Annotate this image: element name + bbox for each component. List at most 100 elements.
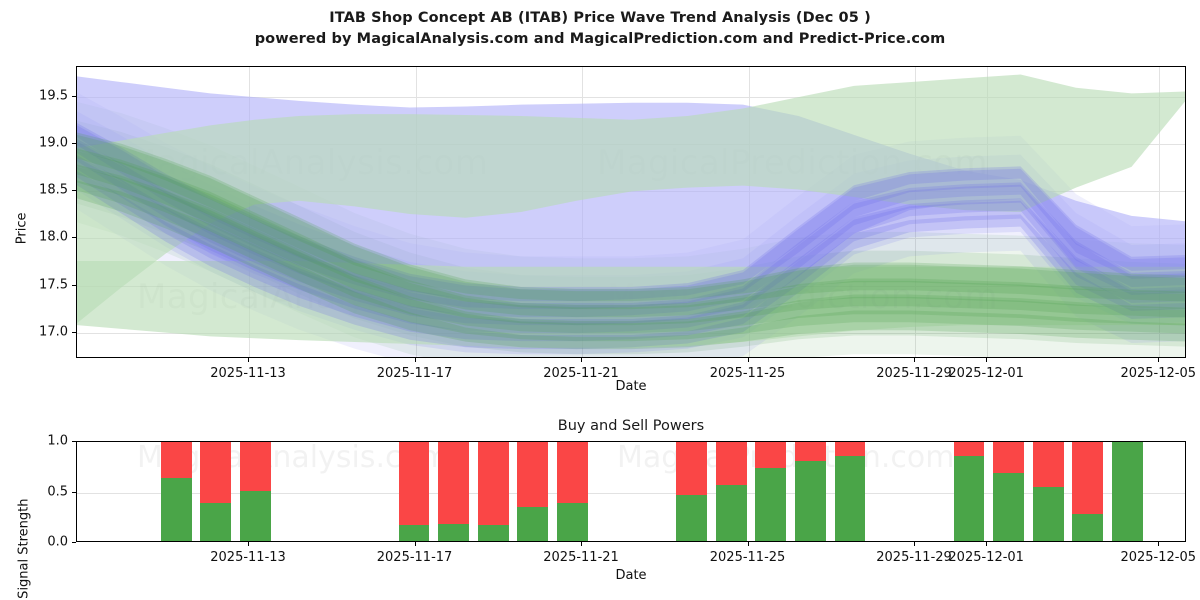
sell-power-segment — [517, 442, 549, 507]
buy-power-segment — [1072, 513, 1104, 541]
buy-power-segment — [834, 456, 866, 541]
price-ytick-label: 18.5 — [39, 182, 68, 198]
buy-sell-xtick-label: 2025-11-17 — [376, 550, 453, 565]
buy-power-segment — [1032, 487, 1064, 541]
price-xtick-label: 2025-11-21 — [543, 366, 619, 381]
signal-bar — [160, 442, 192, 541]
signal-bar — [557, 442, 588, 541]
price-ytick-label: 17.0 — [39, 324, 68, 340]
signal-bar — [1112, 442, 1143, 541]
sell-power-segment — [1032, 442, 1064, 488]
buy-sell-ytick-label: 0.0 — [47, 534, 68, 550]
sell-power-segment — [794, 442, 826, 462]
sell-power-segment — [200, 442, 232, 503]
buy-sell-xtick-mark — [1158, 542, 1160, 546]
buy-sell-axis-label-y: Signal Strength — [16, 498, 32, 599]
buy-sell-xtick-label: 2025-11-25 — [709, 550, 786, 565]
signal-bar — [1072, 442, 1104, 541]
price-xtick-mark — [1158, 358, 1160, 362]
price-ytick-mark — [72, 96, 76, 98]
buy-sell-ytick-label: 0.5 — [47, 484, 68, 499]
signal-bar — [398, 442, 430, 541]
sell-power-segment — [160, 442, 192, 479]
signal-bar — [794, 442, 826, 541]
price-xtick-label: 2025-11-25 — [709, 366, 786, 381]
price-ytick-mark — [72, 143, 76, 145]
price-xtick-label: 2025-11-13 — [210, 366, 286, 381]
sell-power-segment — [715, 442, 747, 486]
sell-power-segment — [993, 442, 1025, 474]
buy-sell-xtick-mark — [414, 542, 416, 546]
buy-sell-ytick-mark — [72, 441, 76, 442]
price-ytick-mark — [72, 190, 76, 192]
chart-title-block: ITAB Shop Concept AB (ITAB) Price Wave T… — [0, 8, 1200, 50]
price-ytick-label: 17.5 — [39, 277, 68, 293]
buy-sell-ytick-mark — [72, 491, 76, 493]
signal-bar — [834, 442, 866, 541]
buy-sell-ytick-mark — [72, 542, 76, 543]
buy-sell-xtick-label: 2025-11-13 — [210, 550, 286, 565]
buy-sell-xtick-mark — [581, 542, 583, 546]
signal-bar — [953, 442, 985, 541]
buy-power-segment — [1112, 442, 1143, 541]
buy-power-segment — [160, 478, 192, 541]
sell-power-segment — [239, 442, 271, 491]
buy-sell-xtick-label: 2025-11-29 — [876, 550, 952, 565]
price-xtick-mark — [914, 358, 916, 362]
signal-bar — [993, 442, 1025, 541]
signal-bar — [200, 442, 232, 541]
wave-band-green-wave-core — [77, 148, 1185, 318]
buy-sell-gridline-h — [77, 492, 1185, 494]
price-wave-panel: MagicalAnalysis.comMagicalPrediction.com… — [14, 66, 1197, 394]
wave-band-blue-wave-core — [77, 141, 1185, 326]
wave-band-green-wave-core — [77, 164, 1185, 334]
signal-bar — [239, 442, 271, 541]
buy-sell-xtick-mark — [747, 542, 749, 546]
buy-power-segment — [517, 506, 549, 541]
price-ytick-mark — [72, 331, 76, 333]
signal-bar — [715, 442, 747, 541]
price-xtick-mark — [248, 358, 250, 362]
price-xtick-mark — [581, 358, 583, 362]
buy-sell-powers-panel: Buy and Sell Powers MagicalAnalysis.comM… — [0, 400, 1200, 600]
price-axis-label-y: Price — [14, 212, 30, 245]
price-gridline-v — [1159, 67, 1161, 357]
sell-power-segment — [834, 442, 866, 457]
buy-sell-axis-label-x: Date — [615, 568, 647, 583]
signal-bar — [1032, 442, 1064, 541]
signal-bar — [438, 442, 470, 541]
price-xtick-mark — [414, 358, 416, 362]
buy-sell-xtick-mark — [914, 542, 916, 546]
buy-power-segment — [477, 524, 509, 541]
price-xtick-label: 2025-11-17 — [376, 366, 453, 381]
buy-sell-ytick-label: 1.0 — [47, 433, 68, 449]
price-gridline-v — [915, 67, 917, 357]
buy-power-segment — [953, 456, 985, 541]
sell-power-segment — [438, 442, 470, 524]
price-plot-area: MagicalAnalysis.comMagicalPrediction.com… — [76, 66, 1186, 358]
price-gridline-v — [987, 67, 989, 357]
wave-band-green-wave-core — [77, 166, 1185, 342]
price-xtick-label: 2025-12-01 — [948, 366, 1024, 381]
buy-sell-xtick-label: 2025-12-01 — [948, 550, 1024, 565]
price-ytick-mark — [72, 284, 76, 286]
sell-power-segment — [953, 442, 985, 457]
price-xtick-mark — [747, 358, 749, 362]
price-xtick-label: 2025-12-05 — [1120, 366, 1197, 381]
buy-power-segment — [715, 485, 747, 541]
sell-power-segment — [557, 442, 588, 503]
signal-bar — [676, 442, 707, 541]
sell-power-segment — [1072, 442, 1104, 514]
wave-band-green-wave-core — [77, 150, 1185, 326]
price-xtick-label: 2025-11-29 — [876, 366, 952, 381]
price-ytick-label: 19.0 — [39, 135, 68, 151]
buy-power-segment — [993, 473, 1025, 541]
wave-band-green-wave-core — [77, 132, 1185, 302]
sell-power-segment — [755, 442, 787, 469]
price-ytick-label: 18.0 — [39, 229, 68, 245]
wave-band-blue-wave-core — [77, 157, 1185, 342]
signal-bar — [517, 442, 549, 541]
buy-power-segment — [676, 494, 707, 541]
wave-band-green-wave-core — [77, 180, 1185, 350]
buy-power-segment — [438, 523, 470, 541]
